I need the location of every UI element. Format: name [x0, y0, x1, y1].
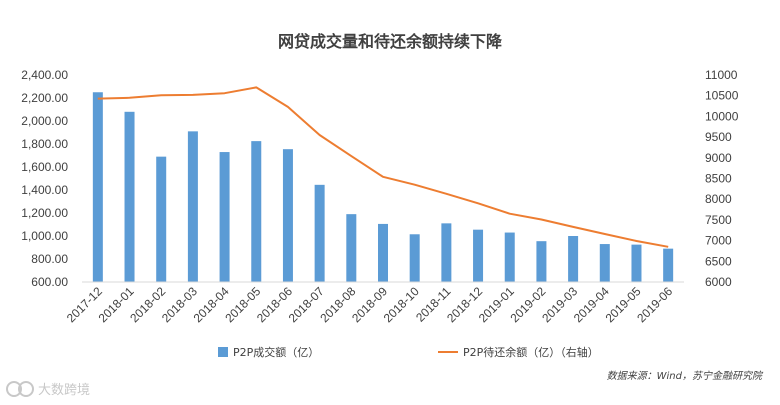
y-right-tick-label: 9500 [705, 130, 732, 144]
y-right-tick-label: 10000 [705, 109, 739, 123]
watermark-text: 大数跨境 [38, 383, 90, 398]
bar [187, 131, 198, 282]
y-left-tick-label: 1,800.00 [21, 137, 68, 151]
source-note: 数据来源：Wind，苏宁金融研究院 [607, 370, 764, 382]
y-left-tick-label: 2,200.00 [21, 91, 68, 105]
y-left-tick-label: 2,400.00 [21, 68, 68, 82]
legend-line-label: P2P待还余额（亿）（右轴） [463, 345, 599, 359]
y-left-tick-label: 2,000.00 [21, 114, 68, 128]
bar [251, 141, 262, 282]
y-right-tick-label: 6000 [705, 275, 732, 289]
bar [282, 149, 293, 282]
legend-bar-swatch [218, 347, 228, 357]
line-series [97, 86, 669, 248]
legend-bar-label: P2P成交额（亿） [233, 345, 319, 359]
bar [568, 236, 579, 282]
y-right-tick-label: 8500 [705, 172, 732, 186]
bar [536, 241, 547, 282]
left-axis: 600.00 800.00 1,000.00 1,200.00 1,400.00 1,60… [21, 68, 68, 289]
legend: P2P成交额（亿） P2P待还余额（亿）（右轴） [218, 345, 599, 359]
y-left-tick-label: 1,600.00 [21, 160, 68, 174]
bar [504, 232, 515, 282]
y-left-tick-label: 1,000.00 [21, 229, 68, 243]
bar [599, 244, 610, 282]
y-right-tick-label: 7000 [705, 234, 732, 248]
y-left-tick-label: 800.00 [31, 252, 68, 266]
watermark-logo-icon [6, 381, 22, 397]
y-left-tick-label: 600.00 [31, 275, 68, 289]
chart-title: 网贷成交量和待还余额持续下降 [278, 32, 503, 51]
y-right-tick-label: 6500 [705, 254, 732, 268]
y-left-tick-label: 1,200.00 [21, 206, 68, 220]
x-axis: 2017-122018-012018-022018-032018-042018-… [64, 281, 684, 325]
y-left-tick-label: 1,400.00 [21, 183, 68, 197]
bar [156, 156, 167, 282]
y-right-tick-label: 8000 [705, 192, 732, 206]
bar [663, 248, 674, 282]
bar [631, 244, 642, 282]
bar [92, 92, 103, 282]
bar [219, 152, 230, 282]
watermark-logo-icon-2 [18, 381, 34, 397]
y-right-tick-label: 7500 [705, 213, 732, 227]
bar [346, 214, 357, 282]
bar [378, 223, 388, 282]
x-tick-label: 2019-06 [634, 284, 675, 325]
bar [409, 234, 420, 282]
x-tick-label: 2018-10 [381, 284, 422, 325]
bar [441, 223, 452, 282]
bar [314, 184, 325, 282]
bar [124, 111, 135, 282]
right-axis: 6000 6500 7000 7500 8000 8500 9000 9500 10000 105… [705, 68, 739, 289]
y-right-tick-label: 11000 [705, 68, 738, 82]
watermark: 大数跨境 [6, 381, 90, 398]
bar-series [92, 92, 674, 282]
y-right-tick-label: 10500 [705, 89, 739, 103]
y-right-tick-label: 9000 [705, 151, 732, 165]
line-path [97, 86, 669, 248]
bar [473, 229, 484, 282]
